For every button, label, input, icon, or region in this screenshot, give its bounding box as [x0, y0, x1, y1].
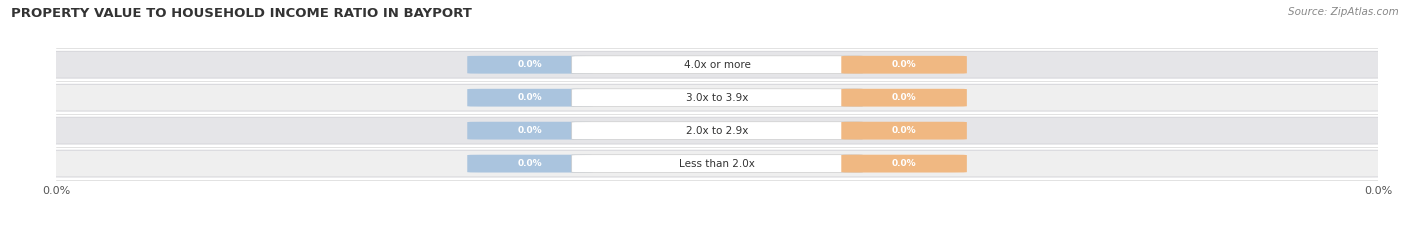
Text: 0.0%: 0.0% — [891, 159, 917, 168]
FancyBboxPatch shape — [572, 122, 862, 140]
Text: 0.0%: 0.0% — [891, 126, 917, 135]
FancyBboxPatch shape — [572, 56, 862, 74]
FancyBboxPatch shape — [572, 89, 862, 106]
FancyBboxPatch shape — [467, 89, 593, 106]
FancyBboxPatch shape — [44, 117, 1391, 144]
Text: 3.0x to 3.9x: 3.0x to 3.9x — [686, 93, 748, 103]
Text: 0.0%: 0.0% — [517, 93, 543, 102]
FancyBboxPatch shape — [841, 155, 967, 172]
FancyBboxPatch shape — [44, 150, 1391, 177]
Text: 2.0x to 2.9x: 2.0x to 2.9x — [686, 126, 748, 136]
Text: 0.0%: 0.0% — [517, 126, 543, 135]
Text: 0.0%: 0.0% — [891, 60, 917, 69]
Text: 0.0%: 0.0% — [517, 60, 543, 69]
FancyBboxPatch shape — [841, 89, 967, 106]
Text: 0.0%: 0.0% — [891, 93, 917, 102]
FancyBboxPatch shape — [467, 155, 593, 172]
Text: 4.0x or more: 4.0x or more — [683, 60, 751, 70]
Text: 0.0%: 0.0% — [517, 159, 543, 168]
Text: Source: ZipAtlas.com: Source: ZipAtlas.com — [1288, 7, 1399, 17]
FancyBboxPatch shape — [44, 84, 1391, 111]
FancyBboxPatch shape — [841, 56, 967, 74]
Text: PROPERTY VALUE TO HOUSEHOLD INCOME RATIO IN BAYPORT: PROPERTY VALUE TO HOUSEHOLD INCOME RATIO… — [11, 7, 472, 20]
FancyBboxPatch shape — [44, 51, 1391, 78]
FancyBboxPatch shape — [841, 122, 967, 140]
FancyBboxPatch shape — [467, 56, 593, 74]
FancyBboxPatch shape — [572, 155, 862, 172]
FancyBboxPatch shape — [467, 122, 593, 140]
Text: Less than 2.0x: Less than 2.0x — [679, 159, 755, 169]
